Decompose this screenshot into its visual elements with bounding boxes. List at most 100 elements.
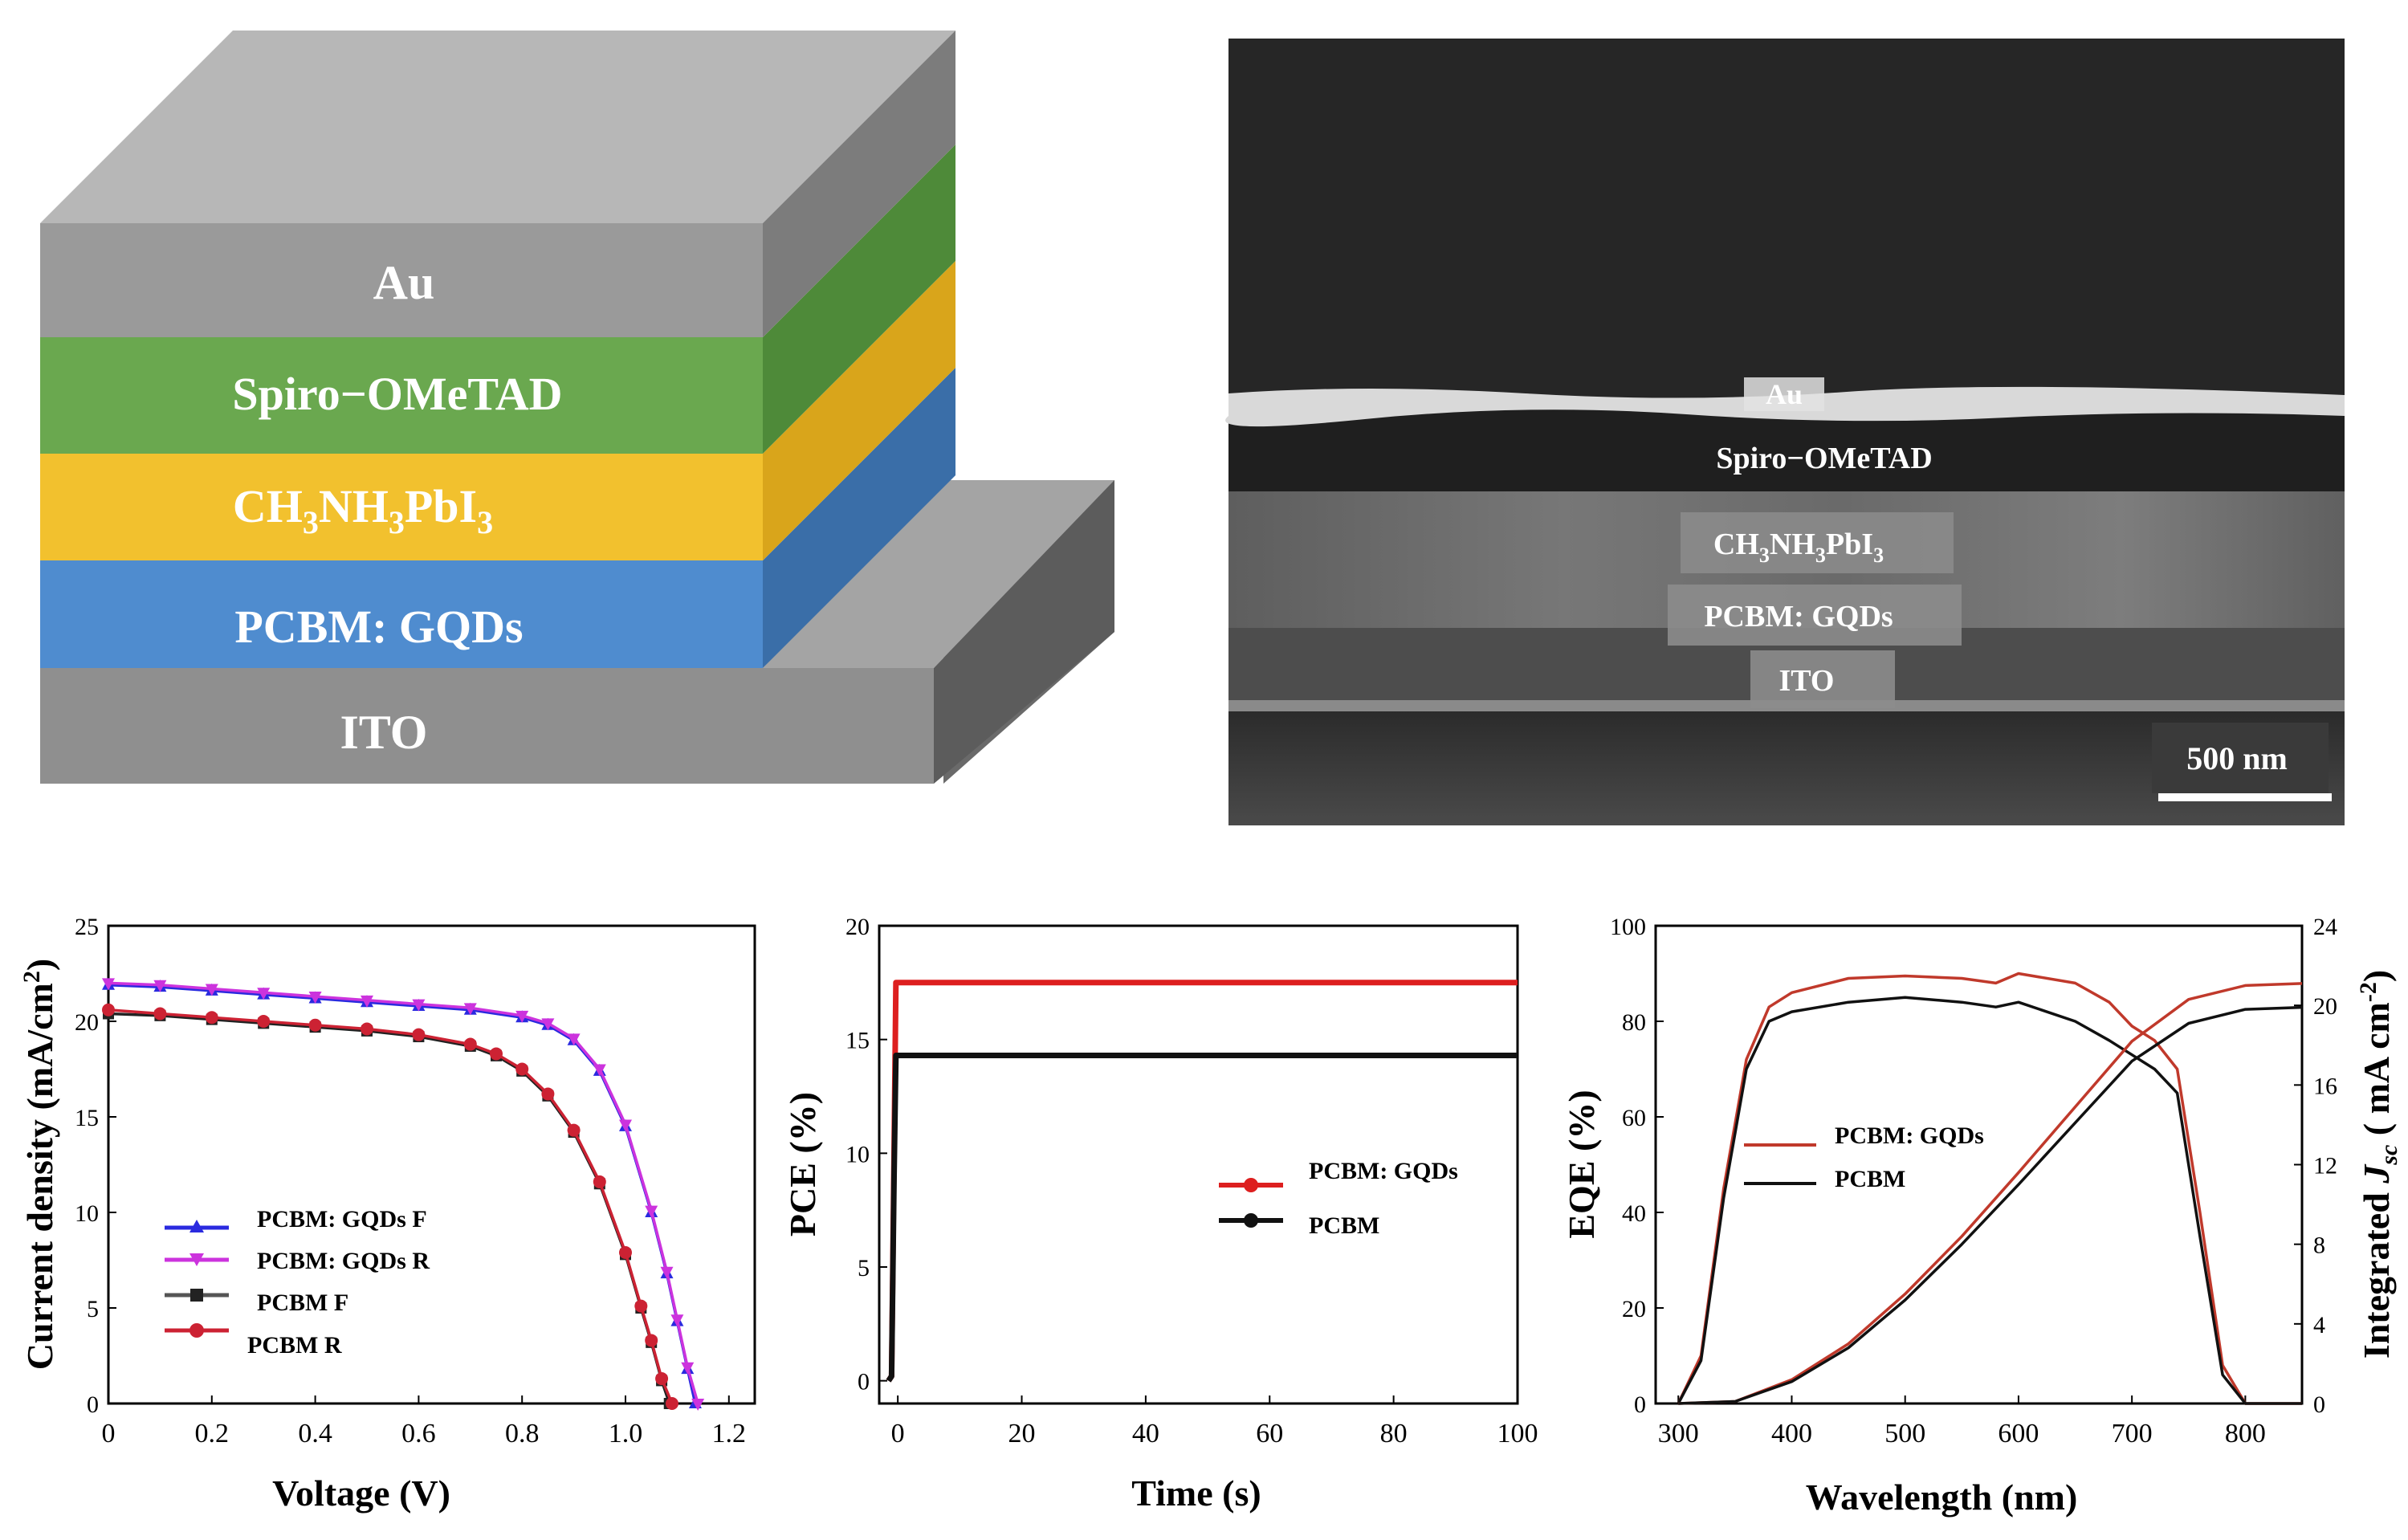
pce-ticks: 0 20 40 60 80 100 0 5 10 15 20 — [845, 914, 1538, 1448]
legend-marker-gqds-r — [189, 1253, 204, 1266]
layer-label-perovskite: CH3NH3PbI3 — [233, 480, 493, 540]
data-point — [665, 1397, 678, 1410]
sem-label-au: Au — [1766, 378, 1803, 410]
y-tick-label: 5 — [87, 1296, 99, 1322]
y-tick-label: 15 — [75, 1105, 99, 1131]
y-tick-label: 40 — [1622, 1200, 1646, 1227]
data-point — [412, 1028, 426, 1041]
y-tick-label: 10 — [845, 1141, 870, 1167]
perovskite-front — [40, 454, 763, 560]
data-point — [153, 980, 167, 992]
data-point — [634, 1299, 648, 1313]
data-point — [463, 1037, 477, 1051]
pce-ylabel: PCE (%) — [782, 1092, 823, 1236]
x-tick-label: 60 — [1256, 1419, 1283, 1448]
y-tick-label: 100 — [1610, 914, 1646, 940]
data-point — [593, 1064, 606, 1077]
perovskite-side — [763, 261, 955, 560]
y-tick-label: 0 — [87, 1391, 99, 1418]
x-tick-label: 40 — [1132, 1419, 1159, 1448]
eqe-ylabel: EQE (%) — [1561, 1090, 1602, 1238]
data-point — [645, 1205, 658, 1218]
data-point — [619, 1245, 632, 1259]
data-point — [205, 984, 218, 996]
jv-ylabel: Current density (mA/cm2) — [18, 959, 60, 1370]
jv-ticks: 0 0.2 0.4 0.6 0.8 1.0 1.2 0 5 10 15 20 25 — [75, 914, 746, 1448]
x-tick-label: 0.8 — [505, 1419, 540, 1448]
pce-xlabel: Time (s) — [1131, 1473, 1261, 1514]
jv-chart: 0 0.2 0.4 0.6 0.8 1.0 1.2 0 5 10 15 20 25 Voltage (V… — [18, 914, 756, 1514]
y-tick-label: 0 — [858, 1369, 870, 1395]
x-tick-label: 0.6 — [401, 1419, 436, 1448]
data-point — [102, 1003, 115, 1016]
series-line-pcbm-gqds-r — [108, 981, 699, 1404]
spiro-side — [763, 145, 955, 454]
data-point — [691, 1399, 705, 1411]
data-point — [257, 988, 271, 1000]
legend-marker-pce-gqds — [1244, 1178, 1258, 1192]
y-tick-label: 60 — [1622, 1105, 1646, 1131]
legend-label-eqe-pcbm: PCBM — [1835, 1166, 1905, 1192]
legend-marker-pce-pcbm — [1244, 1213, 1258, 1228]
x-tick-label: 300 — [1658, 1419, 1699, 1448]
eqe-ylabel-right: Integrated Jsc ( mA cm-2) — [2355, 970, 2402, 1359]
jv-legend: PCBM: GQDs F PCBM: GQDs R PCBM F PCBM R — [165, 1206, 430, 1359]
y-tick-label: 0 — [1634, 1391, 1646, 1418]
data-point — [645, 1334, 658, 1347]
y-right-tick-label: 0 — [2313, 1391, 2325, 1418]
y-tick-label: 20 — [1622, 1296, 1646, 1322]
series-line-pcbm-gqds-f — [108, 984, 697, 1404]
ito-front — [40, 668, 934, 784]
eqe-series — [1677, 972, 2303, 1405]
legend-label-pcbm-r: PCBM R — [247, 1332, 342, 1359]
x-tick-label: 80 — [1380, 1419, 1408, 1448]
eqe-legend: PCBM: GQDs PCBM — [1744, 1122, 1984, 1192]
y-right-tick-label: 20 — [2313, 993, 2337, 1020]
ito-top-exposed — [763, 480, 1114, 668]
x-tick-label: 800 — [2225, 1419, 2266, 1448]
x-tick-label: 700 — [2112, 1419, 2153, 1448]
sem-label-box-etl — [1668, 585, 1962, 646]
data-point — [361, 995, 373, 1008]
data-point — [541, 1018, 555, 1031]
data-point — [412, 999, 426, 1012]
x-tick-label: 0.2 — [195, 1419, 230, 1448]
data-point — [655, 1372, 669, 1386]
au-top — [40, 31, 955, 223]
series-line-pcbm-gqds-integrated — [1678, 982, 2303, 1405]
pcbm-front — [40, 560, 763, 668]
x-tick-label: 1.2 — [712, 1419, 747, 1448]
eqe-xlabel: Wavelength (nm) — [1806, 1477, 2078, 1518]
data-point — [515, 1010, 529, 1023]
y-tick-label: 25 — [75, 914, 99, 940]
eqe-ticks: 300 400 500 600 700 800 0 20 40 60 80 100 0 4 8 12 16 20 2… — [1610, 914, 2337, 1448]
eqe-frame — [1654, 924, 2304, 1405]
scale-bar — [2158, 793, 2332, 801]
sem-label-box-perovskite — [1681, 512, 1954, 573]
y-right-tick-label: 4 — [2313, 1312, 2325, 1338]
sem-image: Au Spiro−OMeTAD CH3NH3PbI3 PCBM: GQDs IT… — [1225, 39, 2345, 825]
sem-label-box-ito — [1750, 650, 1895, 708]
scale-bar-label: 500 nm — [2186, 740, 2288, 776]
sem-label-box-au — [1744, 377, 1824, 411]
series-line-pcbm — [886, 1053, 1518, 1383]
data-point — [257, 1015, 271, 1028]
legend-label-pce-gqds: PCBM: GQDs — [1309, 1158, 1458, 1184]
sem-label-spiro: Spiro−OMeTAD — [1716, 442, 1932, 475]
x-tick-label: 1.0 — [609, 1419, 643, 1448]
data-point — [660, 1266, 674, 1279]
data-point — [593, 1175, 606, 1188]
y-tick-label: 10 — [75, 1200, 99, 1227]
pce-frame — [878, 924, 1519, 1405]
data-point — [490, 1047, 503, 1061]
x-tick-label: 0 — [102, 1419, 116, 1448]
layer-label-pcbm: PCBM: GQDs — [234, 601, 523, 653]
layer-label-ito: ITO — [340, 706, 428, 759]
legend-marker-pcbm-f — [190, 1289, 203, 1302]
sem-label-perovskite: CH3NH3PbI3 — [1713, 528, 1884, 567]
y-tick-label: 15 — [845, 1028, 870, 1054]
sem-label-ito: ITO — [1778, 664, 1834, 698]
data-point — [308, 992, 322, 1004]
sem-spiro-layer — [1228, 408, 2345, 492]
y-right-tick-label: 8 — [2313, 1232, 2325, 1259]
